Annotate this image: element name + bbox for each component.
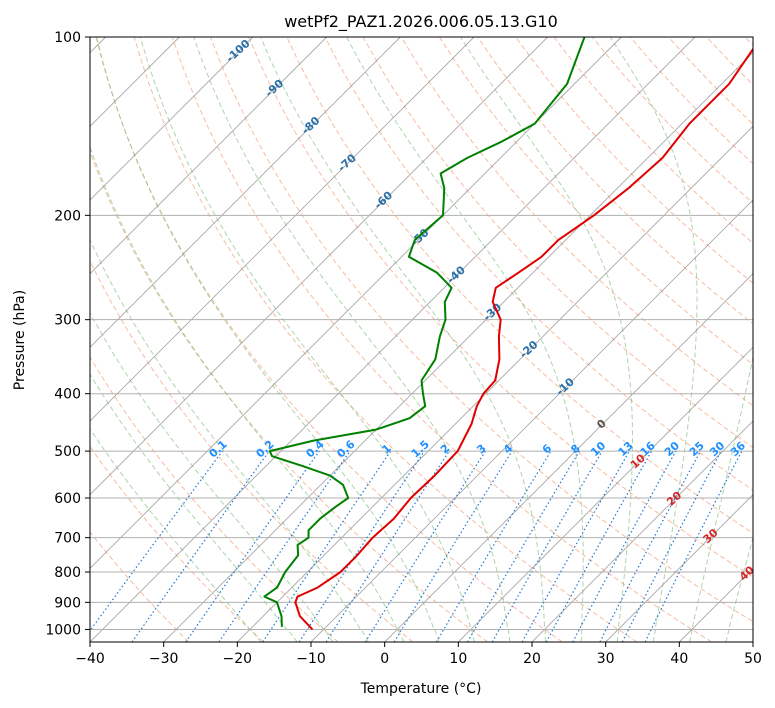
x-tick-label: 40 bbox=[670, 651, 688, 667]
dry-adiabat-line bbox=[400, 37, 753, 407]
x-tick-label: 10 bbox=[449, 651, 467, 667]
mixing-ratio-line bbox=[572, 450, 677, 642]
y-tick-label: 600 bbox=[54, 491, 81, 507]
dry-adiabat-line bbox=[95, 37, 563, 642]
dewpoint-profile-line bbox=[263, 37, 586, 627]
isotherm-line bbox=[531, 420, 753, 642]
dry-adiabat-line bbox=[90, 445, 264, 642]
dry-adiabat-line bbox=[90, 356, 339, 642]
isotherm-line bbox=[90, 37, 401, 348]
mixing-ratio-line bbox=[644, 450, 743, 642]
isotherm-line bbox=[90, 37, 327, 275]
dry-adiabat-line bbox=[171, 37, 712, 642]
y-tick-label: 400 bbox=[54, 387, 81, 403]
isotherms bbox=[90, 37, 753, 642]
mixing-ratio-line bbox=[545, 450, 653, 642]
y-tick-label: 300 bbox=[54, 313, 81, 329]
isotherm-line bbox=[90, 37, 622, 569]
dry-adiabat-line bbox=[210, 37, 753, 623]
x-tick-label: 0 bbox=[380, 651, 389, 667]
dry-adiabat-line bbox=[438, 37, 753, 366]
isotherm-line bbox=[237, 125, 753, 642]
dry-adiabat-line bbox=[248, 37, 753, 578]
dry-adiabat-line bbox=[324, 37, 753, 491]
x-tick-label: −10 bbox=[296, 651, 326, 667]
dry-adiabat-line bbox=[90, 150, 488, 642]
x-tick-label: 30 bbox=[597, 651, 615, 667]
mixing-ratio-line bbox=[218, 450, 351, 642]
mixing-ratio-line bbox=[262, 450, 392, 642]
temperature-profile-line bbox=[294, 47, 753, 631]
mixing-ratio-line bbox=[521, 450, 631, 642]
mixing-ratio-lines bbox=[90, 450, 743, 642]
isotherm-line bbox=[90, 37, 254, 201]
isotherm-line bbox=[605, 494, 753, 642]
dry-adiabat-line bbox=[515, 37, 753, 284]
sounding-series bbox=[263, 37, 753, 631]
y-axis-ticks: 1000 900 800 700 600 500 400 300 200 100 bbox=[45, 30, 90, 638]
dry-adiabats bbox=[90, 37, 753, 642]
x-tick-label: 20 bbox=[523, 651, 541, 667]
isotherm-line bbox=[90, 37, 475, 422]
y-tick-label: 1000 bbox=[45, 622, 81, 638]
mixing-ratio-line bbox=[393, 450, 513, 642]
y-tick-label: 700 bbox=[54, 531, 81, 547]
x-tick-label: 50 bbox=[744, 651, 762, 667]
mixing-ratio-line bbox=[325, 450, 450, 642]
y-tick-label: 100 bbox=[54, 30, 81, 46]
mixing-ratio-line bbox=[185, 450, 320, 642]
isotherm-line bbox=[384, 273, 753, 642]
x-tick-label: −40 bbox=[75, 651, 105, 667]
y-axis-label: Pressure (hPa) bbox=[12, 290, 28, 390]
x-tick-label: −20 bbox=[223, 651, 253, 667]
plot-frame bbox=[89, 36, 754, 643]
mixing-ratio-line bbox=[90, 450, 223, 632]
y-tick-label: 500 bbox=[54, 444, 81, 460]
pressure-gridlines bbox=[90, 37, 753, 630]
mixing-ratio-line bbox=[131, 450, 270, 642]
chart-title: wetPf2_PAZ1.2026.006.05.13.G10 bbox=[284, 12, 558, 32]
y-tick-label: 200 bbox=[54, 208, 81, 224]
moist-adiabat-line bbox=[90, 238, 369, 642]
isotherm-line bbox=[163, 52, 753, 642]
isotherm-line bbox=[310, 199, 753, 642]
isotherm-line bbox=[458, 346, 753, 642]
x-axis-ticks: −40 −30 −20 −10 0 10 20 30 40 50 bbox=[75, 642, 762, 667]
dry-adiabat-line bbox=[133, 37, 638, 642]
x-tick-label: −30 bbox=[149, 651, 179, 667]
isotherm-line bbox=[90, 37, 696, 642]
dry-adiabat-line bbox=[90, 531, 190, 642]
y-tick-label: 800 bbox=[54, 565, 81, 581]
y-tick-label: 900 bbox=[54, 595, 81, 611]
x-axis-label: Temperature (°C) bbox=[360, 681, 482, 697]
isotherm-line bbox=[90, 37, 548, 496]
